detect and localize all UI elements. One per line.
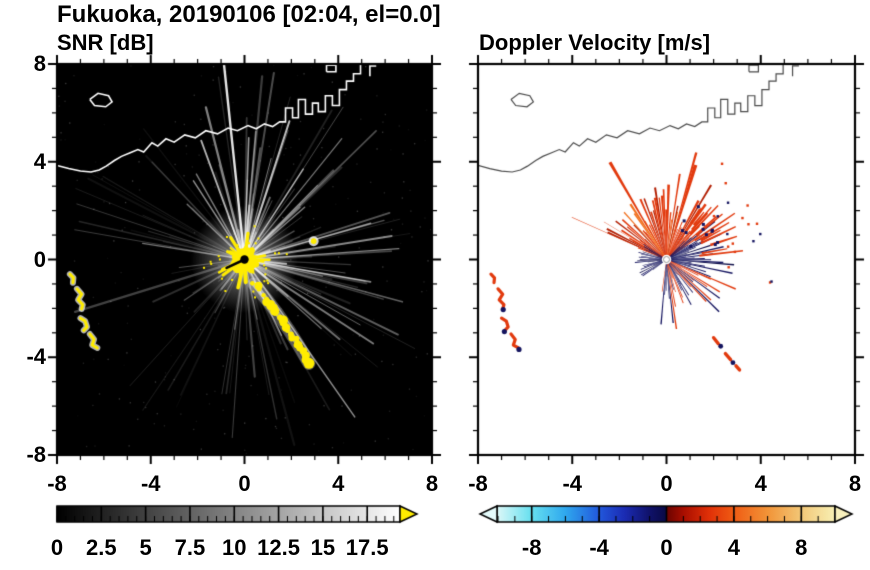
snr-x-tick-label: 0 bbox=[238, 471, 251, 496]
snr-colorbar-tick-label: 5 bbox=[139, 535, 152, 560]
snr-panel-title: SNR [dB] bbox=[57, 30, 154, 55]
velocity-colorbar-tick-label: 0 bbox=[660, 535, 673, 560]
snr-colorbar-tick-label: 12.5 bbox=[257, 535, 300, 560]
snr-y-tick-label: 0 bbox=[33, 246, 46, 272]
velocity-colorbar-tick-label: 4 bbox=[727, 535, 741, 560]
snr-colorbar-tick-label: 2.5 bbox=[86, 535, 117, 560]
velocity-x-tick-label: 8 bbox=[848, 471, 862, 496]
snr-colorbar-tick-label: 17.5 bbox=[345, 535, 389, 560]
snr-y-tick-label: 8 bbox=[33, 51, 46, 76]
velocity-x-tick-label: 4 bbox=[754, 471, 767, 496]
snr-y-tick-label: 4 bbox=[33, 148, 46, 174]
figure-title: Fukuoka, 20190106 [02:04, el=0.0] bbox=[57, 1, 441, 28]
velocity-colorbar-tick-label: -8 bbox=[521, 535, 542, 560]
velocity-colorbar-tick-label: 8 bbox=[795, 535, 808, 560]
velocity-x-tick-label: 0 bbox=[660, 471, 673, 496]
snr-colorbar-tick-label: 0 bbox=[50, 535, 64, 560]
snr-x-tick-label: 4 bbox=[332, 471, 345, 496]
velocity-colorbar-tick-label: -4 bbox=[589, 535, 609, 560]
snr-x-tick-label: -4 bbox=[140, 471, 161, 496]
snr-colorbar-tick-label: 7.5 bbox=[174, 535, 206, 560]
velocity-x-tick-label: -8 bbox=[468, 471, 488, 496]
snr-x-tick-label: 8 bbox=[425, 471, 439, 496]
snr-colorbar-tick-label: 10 bbox=[222, 535, 247, 560]
snr-y-tick-label: -4 bbox=[26, 344, 46, 370]
velocity-panel-title: Doppler Velocity [m/s] bbox=[479, 30, 711, 55]
snr-x-tick-label: -8 bbox=[47, 471, 67, 496]
snr-y-tick-label: -8 bbox=[26, 442, 46, 467]
snr-colorbar-tick-label: 15 bbox=[310, 535, 336, 560]
velocity-x-tick-label: -4 bbox=[562, 471, 583, 496]
